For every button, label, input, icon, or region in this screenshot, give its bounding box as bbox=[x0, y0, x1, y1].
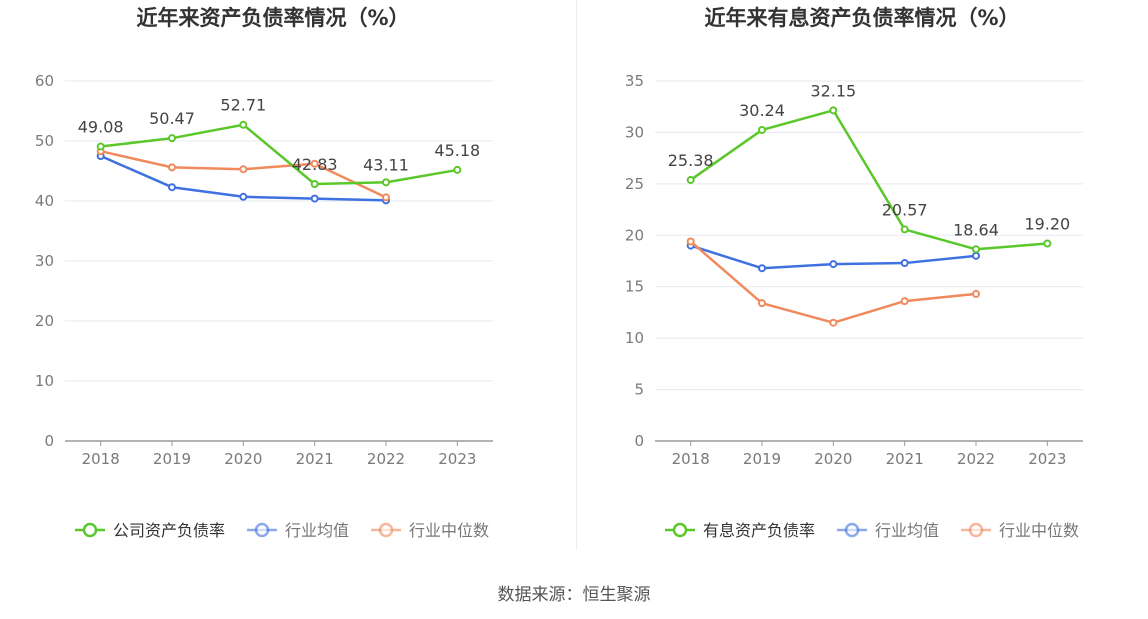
x-tick-label: 2020 bbox=[224, 450, 262, 468]
data-point bbox=[382, 193, 390, 202]
legend-label: 行业中位数 bbox=[999, 521, 1079, 540]
data-point bbox=[900, 225, 909, 234]
data-point bbox=[972, 245, 980, 254]
data-point bbox=[453, 165, 462, 174]
data-point bbox=[900, 259, 909, 268]
y-tick-label: 20 bbox=[35, 312, 54, 330]
data-point bbox=[168, 134, 176, 143]
data-label: 18.64 bbox=[953, 220, 999, 239]
data-point bbox=[829, 106, 838, 115]
source-note: 数据来源：恒生聚源 bbox=[497, 585, 651, 605]
data-label: 25.38 bbox=[668, 151, 714, 170]
data-point bbox=[686, 175, 695, 184]
data-label: 45.18 bbox=[434, 141, 480, 160]
data-label: 19.20 bbox=[1024, 215, 1070, 234]
data-label: 52.71 bbox=[220, 96, 266, 115]
y-tick-label: 0 bbox=[44, 432, 54, 450]
data-point bbox=[829, 318, 838, 327]
y-tick-label: 0 bbox=[634, 432, 644, 450]
data-point bbox=[972, 251, 980, 260]
series-line-1 bbox=[689, 109, 1048, 251]
legend-marker bbox=[844, 522, 860, 538]
legend-label: 有息资产负债率 bbox=[703, 521, 815, 540]
series-line-1 bbox=[100, 123, 458, 186]
y-tick-label: 20 bbox=[625, 226, 644, 244]
y-tick-label: 30 bbox=[35, 252, 54, 270]
data-label: 32.15 bbox=[810, 81, 856, 100]
y-tick-label: 25 bbox=[625, 175, 644, 193]
legend-marker bbox=[254, 522, 270, 538]
data-point bbox=[239, 165, 248, 174]
data-point bbox=[686, 237, 695, 246]
data-point bbox=[758, 264, 766, 273]
data-label: 42.83 bbox=[292, 155, 338, 174]
data-point bbox=[972, 289, 980, 298]
data-point bbox=[900, 297, 909, 306]
x-tick-label: 2019 bbox=[153, 450, 191, 468]
legend-label: 行业中位数 bbox=[409, 521, 489, 540]
x-tick-label: 2018 bbox=[672, 450, 710, 468]
x-tick-label: 2021 bbox=[296, 450, 334, 468]
data-point bbox=[168, 183, 176, 192]
data-label: 20.57 bbox=[882, 200, 928, 219]
y-tick-label: 35 bbox=[625, 72, 644, 90]
data-label: 43.11 bbox=[363, 155, 409, 174]
y-tick-label: 30 bbox=[625, 123, 644, 141]
x-tick-label: 2018 bbox=[82, 450, 120, 468]
data-label: 49.08 bbox=[78, 118, 124, 137]
y-tick-label: 60 bbox=[35, 72, 54, 90]
legend-marker bbox=[672, 522, 688, 538]
legend-marker bbox=[82, 522, 98, 538]
x-tick-label: 2021 bbox=[886, 450, 924, 468]
data-point bbox=[758, 299, 766, 308]
series-line-3 bbox=[689, 240, 977, 324]
legend-marker bbox=[378, 522, 394, 538]
data-point bbox=[310, 194, 319, 203]
y-tick-label: 5 bbox=[634, 381, 644, 399]
data-point bbox=[168, 163, 176, 172]
y-tick-label: 10 bbox=[625, 329, 644, 347]
chart-title-1: 近年来资产负债率情况（%） bbox=[136, 6, 409, 30]
data-point bbox=[310, 159, 319, 168]
data-point bbox=[239, 192, 248, 201]
data-point bbox=[96, 142, 105, 151]
x-tick-label: 2023 bbox=[438, 450, 476, 468]
panel-divider bbox=[576, 0, 577, 550]
x-tick-label: 2023 bbox=[1028, 450, 1066, 468]
data-label: 30.24 bbox=[739, 101, 785, 120]
legend-label: 行业均值 bbox=[285, 521, 349, 540]
data-point bbox=[829, 260, 838, 269]
x-tick-label: 2022 bbox=[957, 450, 995, 468]
data-point bbox=[310, 180, 319, 189]
x-tick-label: 2019 bbox=[743, 450, 781, 468]
data-point bbox=[1043, 239, 1052, 248]
y-tick-label: 15 bbox=[625, 278, 644, 296]
y-tick-label: 40 bbox=[35, 192, 54, 210]
data-label: 50.47 bbox=[149, 109, 195, 128]
legend-label: 行业均值 bbox=[875, 521, 939, 540]
chart-title-2: 近年来有息资产负债率情况（%） bbox=[704, 6, 1019, 30]
data-point bbox=[382, 178, 390, 187]
x-tick-label: 2022 bbox=[367, 450, 405, 468]
y-tick-label: 50 bbox=[35, 132, 54, 150]
data-point bbox=[758, 125, 766, 134]
data-point bbox=[239, 120, 248, 129]
x-tick-label: 2020 bbox=[814, 450, 852, 468]
legend-label: 公司资产负债率 bbox=[113, 521, 225, 540]
y-tick-label: 10 bbox=[35, 372, 54, 390]
legend-marker bbox=[968, 522, 984, 538]
